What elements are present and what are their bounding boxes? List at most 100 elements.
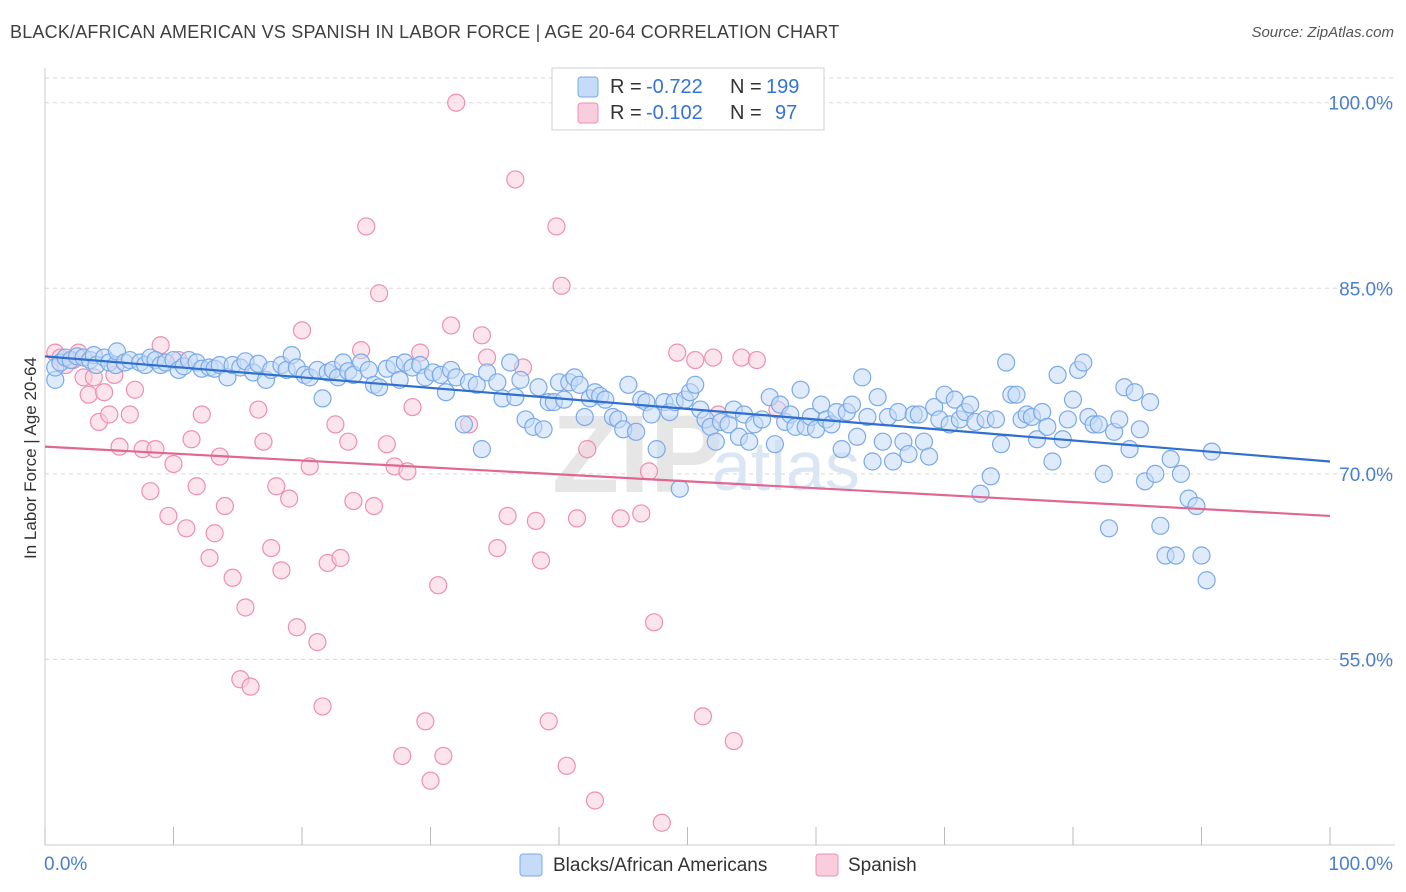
data-point <box>215 496 234 516</box>
data-point <box>961 395 980 414</box>
data-point <box>557 756 576 775</box>
data-point <box>740 432 759 451</box>
legend-blue-r-value: -0.722 <box>646 76 703 98</box>
data-point <box>429 576 448 595</box>
axes <box>44 68 1395 846</box>
data-point <box>670 479 689 498</box>
x-tick-label: 0.0% <box>44 854 87 875</box>
data-point <box>488 538 507 558</box>
legend-pink-swatch <box>577 102 599 124</box>
data-point <box>1130 420 1149 439</box>
legend-pink-r-value: -0.102 <box>646 102 703 124</box>
data-point <box>971 484 990 503</box>
data-point <box>570 375 589 394</box>
source-credit: Source: ZipAtlas.com <box>1251 24 1394 41</box>
data-point <box>1151 516 1170 535</box>
data-point <box>585 791 605 810</box>
data-point <box>526 511 545 530</box>
data-point <box>873 432 892 451</box>
legend-stats: R = -0.722 N = 199 R = -0.102 N = 97 <box>551 67 825 131</box>
data-point <box>539 712 558 731</box>
data-point <box>1007 385 1026 404</box>
data-point <box>370 284 389 303</box>
trend-line-spanish <box>44 445 1331 518</box>
data-point <box>531 551 551 570</box>
data-point <box>292 321 312 340</box>
data-point <box>858 407 877 427</box>
data-point <box>339 432 358 451</box>
data-point <box>1146 464 1165 483</box>
data-point <box>919 447 939 466</box>
y-tick-label: 100.0% <box>1329 94 1394 115</box>
data-point <box>146 440 165 459</box>
data-point <box>488 373 507 392</box>
legend-blue-swatch <box>577 76 599 98</box>
spanish-points <box>46 93 787 832</box>
data-point <box>454 415 474 434</box>
data-point <box>848 427 867 446</box>
data-point <box>863 452 882 471</box>
legend-series: Blacks/African Americans Spanish <box>519 853 917 877</box>
data-point <box>1140 393 1160 412</box>
data-point <box>364 496 384 516</box>
data-point <box>187 477 206 496</box>
data-point <box>200 548 219 568</box>
data-point <box>177 519 196 538</box>
data-point <box>280 489 299 508</box>
data-point <box>652 813 671 832</box>
data-point <box>120 405 139 424</box>
data-point <box>272 561 291 580</box>
data-point <box>832 440 851 459</box>
data-point <box>853 368 872 387</box>
data-point <box>883 452 903 471</box>
data-point <box>110 437 129 456</box>
data-point <box>1099 519 1119 538</box>
data-point <box>724 731 743 751</box>
data-point <box>626 422 646 441</box>
legend-series-pink-label: Spanish <box>848 855 917 876</box>
data-point <box>308 633 327 652</box>
legend-series-pink-swatch <box>815 853 839 877</box>
data-point <box>1197 571 1216 590</box>
data-point <box>326 415 345 434</box>
data-point <box>1058 410 1077 429</box>
data-point <box>79 385 98 404</box>
y-tick-label: 55.0% <box>1339 650 1393 671</box>
y-tick-label: 85.0% <box>1339 279 1393 300</box>
data-point <box>262 538 281 558</box>
data-point <box>747 350 766 370</box>
data-point <box>223 568 242 587</box>
data-point <box>357 217 376 236</box>
data-point <box>1125 383 1144 402</box>
data-point <box>693 707 713 726</box>
data-point <box>1187 496 1206 516</box>
data-point <box>192 405 211 424</box>
data-point <box>534 420 553 439</box>
data-point <box>436 383 456 402</box>
data-point <box>791 380 810 399</box>
data-point <box>506 170 525 189</box>
data-point <box>472 326 491 345</box>
data-point <box>889 402 908 422</box>
black-points <box>46 342 1221 590</box>
legend-series-blue-label: Blacks/African Americans <box>553 855 767 876</box>
data-point <box>567 509 587 528</box>
data-point <box>619 375 638 394</box>
data-point <box>344 491 363 511</box>
data-point <box>441 316 461 335</box>
data-point <box>267 477 286 496</box>
data-point <box>1089 415 1108 434</box>
data-point <box>287 618 306 637</box>
legend-blue-n-value: 199 <box>766 76 799 98</box>
data-point <box>647 440 666 459</box>
data-point <box>1161 449 1180 469</box>
data-point <box>578 440 597 459</box>
data-point <box>632 504 651 523</box>
data-point <box>506 388 525 407</box>
data-point <box>899 444 918 464</box>
legend-pink-n-label: N = <box>730 102 762 124</box>
data-point <box>706 432 725 451</box>
data-point <box>1063 390 1083 409</box>
data-point <box>529 378 548 397</box>
